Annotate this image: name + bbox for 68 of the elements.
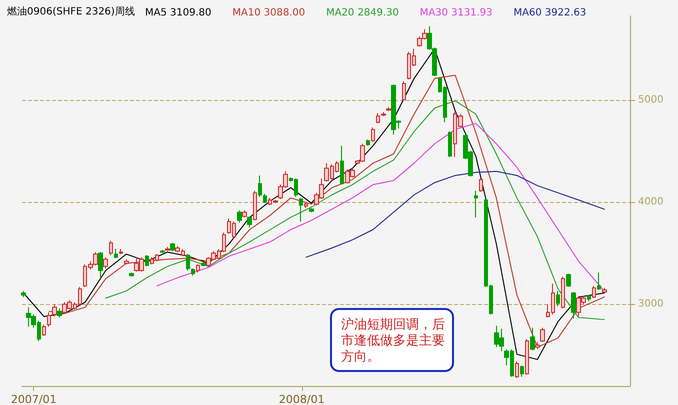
x-tick-label: 2007/01 — [10, 393, 57, 405]
text: MA10 3088.00 — [232, 8, 306, 18]
candlestick — [52, 304, 57, 317]
candlestick — [602, 287, 607, 294]
candlestick — [448, 130, 452, 158]
candlestick — [129, 272, 134, 278]
candlestick — [402, 80, 406, 102]
candlestick — [191, 268, 195, 276]
candlestick — [196, 264, 200, 274]
candlestick — [556, 290, 560, 307]
x-tick-label: 2008/01 — [278, 393, 325, 405]
line-series — [306, 170, 605, 258]
candlestick — [561, 276, 565, 309]
candlestick — [114, 248, 118, 259]
annotation: 沪油短期回调，后市逢低做多是主要方向。 — [341, 316, 445, 364]
candlestick — [381, 112, 386, 117]
candlestick — [535, 342, 540, 350]
candlestick — [309, 208, 314, 213]
candlestick — [247, 216, 252, 228]
candlestick — [57, 308, 62, 318]
candlestick — [571, 291, 576, 320]
candlestick — [525, 338, 529, 376]
line-series — [156, 122, 605, 292]
candlestick — [386, 106, 391, 112]
candlestick — [592, 285, 596, 299]
line-series — [48, 74, 605, 348]
candlestick — [258, 174, 262, 198]
candlestick — [340, 145, 344, 186]
candlestick — [520, 365, 524, 378]
candlestick — [304, 202, 308, 209]
candlestick — [186, 254, 190, 272]
candlestick — [103, 256, 108, 269]
candlestick — [371, 126, 375, 142]
candlestick — [21, 290, 26, 298]
y-tick-label: 3000 — [638, 298, 664, 310]
candlestick — [530, 327, 535, 351]
candlestick — [479, 178, 483, 192]
text: MA30 3131.93 — [420, 8, 493, 18]
candlestick — [119, 248, 123, 255]
candlestick — [42, 324, 46, 336]
candlestick — [587, 294, 591, 302]
candlestick — [160, 250, 165, 254]
text: MA60 3922.63 — [514, 8, 586, 18]
candlestick — [47, 312, 51, 328]
candlestick — [515, 360, 519, 378]
candlestick — [366, 139, 370, 146]
text: MA20 2849.30 — [326, 8, 399, 18]
candlestick — [253, 190, 257, 221]
candlestick — [98, 252, 103, 278]
candlestick — [597, 272, 601, 290]
candlestick — [124, 258, 129, 265]
candlestick — [242, 210, 247, 218]
candlestick — [299, 197, 303, 222]
y-tick-label: 5000 — [638, 94, 664, 106]
candlestick — [263, 193, 267, 204]
candlestick — [145, 254, 149, 267]
candlestick — [540, 327, 545, 343]
y-tick-label: 4000 — [638, 196, 664, 208]
candlestick — [165, 246, 170, 252]
candlestick — [170, 242, 175, 252]
candlestick — [566, 273, 571, 288]
candlestick — [474, 190, 478, 218]
candlestick — [109, 240, 113, 256]
candlestick — [376, 112, 380, 124]
candlestick — [237, 210, 242, 223]
candlestick — [201, 262, 206, 267]
chart-title: 燃油0906(SHFE 2326)周线 — [7, 6, 135, 18]
text: MA5 3109.80 — [145, 8, 212, 18]
